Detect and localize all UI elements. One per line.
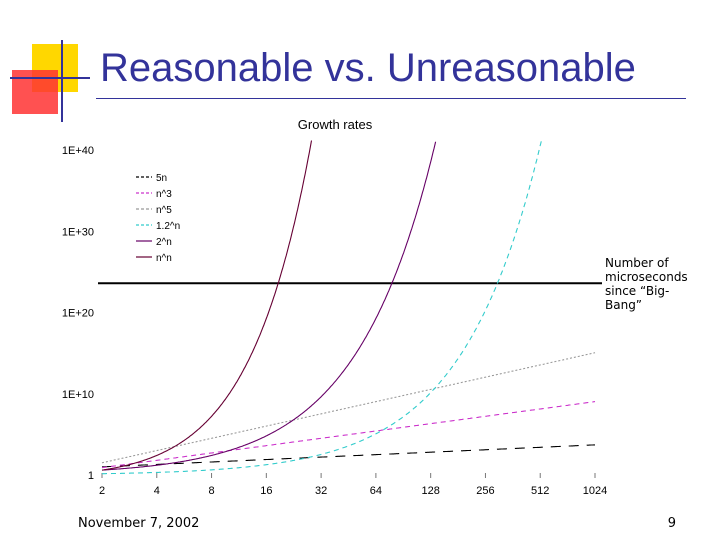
- series-line-n-3: [101, 401, 596, 469]
- x-tick-label: 1024: [583, 485, 607, 497]
- series-line-1-2-n: [102, 139, 543, 475]
- legend-label: n^5: [156, 205, 172, 216]
- x-tick-label: 128: [421, 485, 439, 497]
- y-tick-label: 1: [88, 470, 94, 482]
- series-lines: [101, 139, 596, 475]
- slide-logo: [10, 40, 90, 122]
- series-line-5n: [101, 444, 595, 468]
- legend-label: n^n: [156, 253, 172, 264]
- y-tick-label: 1E+10: [62, 389, 94, 401]
- x-tick-label: 256: [476, 485, 494, 497]
- y-axis-tick-labels: 1 1E+10 1E+20 1E+30 1E+40: [62, 145, 94, 482]
- legend-label: 5n: [156, 173, 167, 184]
- x-tick-label: 64: [370, 485, 382, 497]
- series-line-2-n: [102, 141, 437, 471]
- x-tick-label: 16: [260, 485, 272, 497]
- y-tick-label: 1E+40: [62, 145, 94, 157]
- slide-title: Reasonable vs. Unreasonable: [100, 46, 636, 90]
- chart-title: Growth rates: [298, 117, 373, 132]
- x-tick-label: 32: [315, 485, 327, 497]
- legend-label: 2^n: [156, 237, 172, 248]
- legend: 5n n^3 n^5 1.2^n 2^n n^n: [136, 173, 180, 264]
- page-number: 9: [667, 516, 676, 531]
- y-tick-label: 1E+20: [62, 308, 94, 320]
- title-underline: [96, 98, 686, 99]
- x-tick-label: 8: [208, 485, 214, 497]
- footer-date: November 7, 2002: [78, 516, 200, 531]
- series-line-n-5: [101, 352, 596, 464]
- reference-line-label: Number of microseconds since “Big-Bang”: [605, 256, 688, 312]
- legend-label: n^3: [156, 189, 172, 200]
- x-tick-label: 4: [154, 485, 160, 497]
- series-line-n-n: [101, 140, 313, 471]
- x-tick-label: 2: [99, 485, 105, 497]
- x-tick-label: 512: [531, 485, 549, 497]
- y-tick-label: 1E+30: [62, 226, 94, 238]
- x-axis-tick-labels: 2 4 8 16 32 64 128 256 512 1024: [99, 473, 607, 497]
- legend-label: 1.2^n: [156, 221, 180, 232]
